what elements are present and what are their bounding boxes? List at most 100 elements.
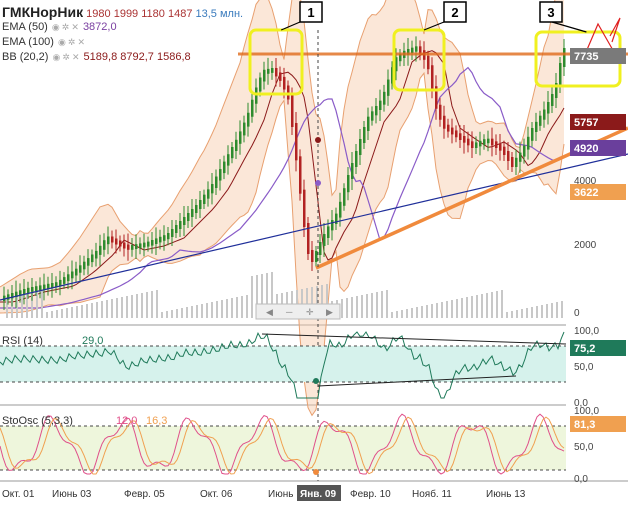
crosshair-dot-bb [315,137,321,143]
candle-body [27,287,30,293]
candle-body [291,95,294,127]
candle-body [487,138,490,144]
candle-body [79,265,82,273]
candle-body [491,138,494,146]
eye-icon[interactable]: ◉ [51,22,60,32]
close-icon[interactable]: ✕ [71,22,79,32]
candle-body [195,205,198,213]
close-value: 1487 [167,8,193,20]
stoch-current-value: 81,3 [574,419,595,431]
volume-bar [306,288,308,318]
volume-bar [231,298,233,318]
volume-bar [516,310,518,318]
candle-body [191,209,194,217]
candle-body [387,79,390,96]
candle-body [475,142,478,148]
eye-icon[interactable]: ◉ [58,37,66,47]
gear-icon[interactable]: ✲ [61,22,70,32]
volume-bar [316,286,318,318]
volume-bar [226,299,228,318]
volume-bar [201,304,203,318]
rsi-line [0,331,565,399]
x-axis-highlight [297,485,341,501]
price-tag [570,114,626,130]
volume-bar [246,295,248,318]
volume-bar [466,297,468,318]
volume-bar [491,292,493,318]
projection-arrow [609,17,621,43]
callout-pointer [423,21,445,31]
volume-bar [181,308,183,318]
volume-bar [321,285,323,318]
candle-body [59,279,62,287]
candle-body [395,57,398,72]
volume-bar [126,296,128,318]
eye-icon[interactable]: ◉ [52,52,61,62]
rsi-axis-tick: 100,0 [574,326,599,337]
candle-body [175,225,178,233]
volume-bar [341,299,343,318]
volume-bar [376,292,378,318]
bb-value-2: 8792,7 [120,51,154,63]
candle-body [439,104,442,120]
stoch-label: StoOsc (5,3,3) [2,415,73,427]
price-axis-tick: 0 [574,308,580,319]
x-axis-label: Окт. 06 [200,489,233,500]
candle-body [283,76,286,90]
candle-body [299,156,302,194]
candle-body [11,293,14,299]
candle-body [523,145,526,157]
volume-bar [511,311,513,318]
candle-body [455,130,458,138]
gear-icon[interactable]: ✲ [62,52,70,62]
stoch-d-line [0,416,565,475]
close-icon[interactable]: ✕ [77,37,85,47]
candle-body [51,283,54,288]
rsi-axis-tick: 50,0 [574,362,594,373]
candle-body [235,139,238,151]
rsi-band [0,346,566,382]
candle-body [355,151,358,167]
stoch-k-value: 12,0 [116,415,137,427]
volume-bar [481,294,483,318]
volume-bar [141,293,143,318]
candle-body [31,287,34,292]
candle-body [267,68,270,74]
x-axis-label: Февр. 05 [124,489,165,500]
volume-bar [441,302,443,318]
header-row-ema50: EMA (50) ◉ ✲ ✕ 3872,0 [2,21,117,33]
price-tag-value: 7735 [574,51,598,63]
volume-bar [166,311,168,318]
volume-bar [256,275,258,318]
volume-bar [311,287,313,318]
close-icon[interactable]: ✕ [71,52,80,62]
volume-bar [366,294,368,318]
volume-bar [456,299,458,318]
candle-body [107,236,110,245]
candle-body [179,221,182,229]
candle-body [111,236,114,243]
volume-bar [96,302,98,318]
volume-bar [551,303,553,318]
candle-body [551,94,554,106]
candle-body [375,106,378,116]
callout-pointer [280,21,301,31]
volume-bar [151,291,153,318]
candle-body [443,115,446,129]
candle-body [507,151,510,161]
price-tag-value: 5757 [574,117,598,129]
candle-body [143,242,146,248]
open-value: 1980 [86,8,111,20]
callout-number: 3 [547,5,554,20]
stoch-current-tag [570,416,626,432]
high-value: 1999 [113,8,139,20]
volume-bar [176,309,178,318]
callout-label [539,1,563,23]
candle-body [311,250,314,262]
candle-body [43,284,46,290]
candle-body [87,258,90,266]
ema100-label: EMA (100) [2,36,54,48]
gear-icon[interactable]: ✲ [67,37,76,47]
candle-body [519,152,522,162]
volume-bar [76,306,78,318]
